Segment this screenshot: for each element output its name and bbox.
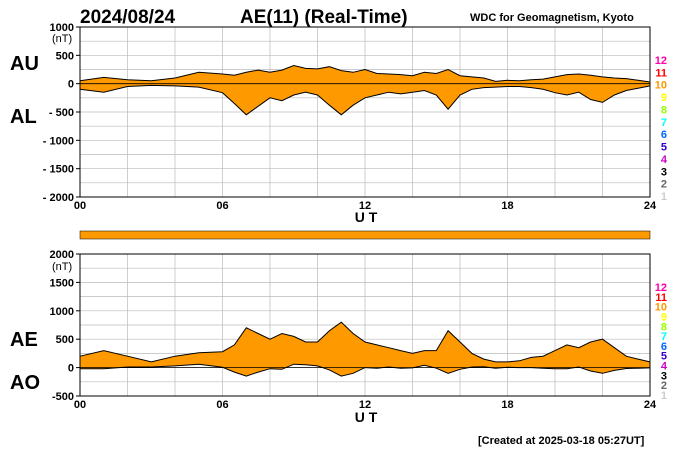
x-tick-label: 12 [359,399,371,411]
ae-label: AE [10,329,38,351]
station-count-legend-item: 9 [661,311,667,323]
top-x-axis-title: U T [355,209,378,225]
station-count-legend-item: 12 [655,55,667,67]
station-count-legend-item: 3 [661,370,667,382]
series-line-ao [80,363,651,377]
x-tick-label: 24 [644,200,657,212]
y-tick-label: - 500 [49,107,74,119]
station-count-legend-item: 5 [661,142,667,154]
coverage-bar [79,230,651,240]
x-tick-label: 06 [216,399,228,411]
date-label: 2024/08/24 [80,7,176,28]
series-line-al [79,84,651,116]
station-count-legend-item: 6 [661,129,667,141]
station-count-legend-item: 10 [655,302,667,314]
source-label: WDC for Geomagnetism, Kyoto [470,12,634,24]
y-tick-label: 500 [56,50,74,62]
station-count-legend-item: 4 [661,361,668,373]
al-label: AL [10,106,37,128]
station-count-legend-item: 7 [661,331,667,343]
station-count-legend-item: 3 [661,166,667,178]
plot-frame [79,253,651,397]
created-label: [Created at 2025-03-18 05:27UT] [478,435,645,447]
band-fill-area [80,65,650,115]
station-count-legend-item: 9 [661,92,667,104]
x-tick-label: 12 [359,200,371,212]
y-tick-label: 500 [56,334,74,346]
station-count-legend-item: 1 [661,390,667,402]
series-line-au [79,64,651,83]
y-tick-label: 1000 [50,22,74,34]
band-fill-area [80,322,650,377]
y-tick-label: 0 [68,79,74,91]
y-tick-label: 1000 [50,306,74,318]
x-tick-label: 24 [644,399,657,411]
y-tick-label: - 2000 [43,192,74,204]
station-count-legend-item: 8 [661,104,667,116]
y-tick-label: - 1500 [43,164,74,176]
x-tick-label: 00 [74,399,86,411]
station-count-legend-item: 10 [655,80,667,92]
x-tick-label: 18 [501,399,513,411]
station-count-legend-item: 6 [661,341,667,353]
station-count-legend-item: 12 [655,282,667,294]
bottom-unit-label: (nT) [52,261,72,273]
station-count-legend-item: 2 [661,380,667,392]
bottom-x-axis-title: U T [355,409,378,425]
chart-title: AE(11) (Real-Time) [240,7,408,28]
x-tick-label: 06 [216,200,228,212]
y-tick-label: - 1000 [43,135,74,147]
station-count-legend-item: 11 [655,292,667,304]
ao-label: AO [10,372,40,394]
series-line-ae [79,321,651,363]
y-tick-label: 0 [68,363,74,375]
y-tick-label: 2000 [50,249,74,261]
au-label: AU [10,53,39,75]
station-count-legend-item: 8 [661,321,667,333]
station-count-legend-item: 1 [661,191,667,203]
station-count-legend-item: 7 [661,117,667,129]
y-tick-label: 1500 [50,277,74,289]
x-tick-label: 18 [501,200,513,212]
y-tick-label: -500 [52,391,74,403]
station-count-legend-item: 5 [661,351,667,363]
station-count-legend-item: 11 [655,67,667,79]
station-count-legend-item: 2 [661,179,667,191]
top-unit-label: (nT) [52,33,72,45]
x-tick-label: 00 [74,200,86,212]
station-count-legend-item: 4 [661,154,668,166]
